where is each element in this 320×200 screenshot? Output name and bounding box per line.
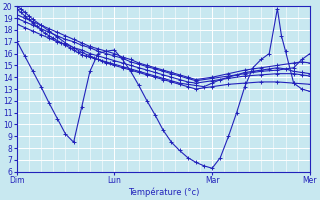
X-axis label: Température (°c): Température (°c) [128, 188, 199, 197]
